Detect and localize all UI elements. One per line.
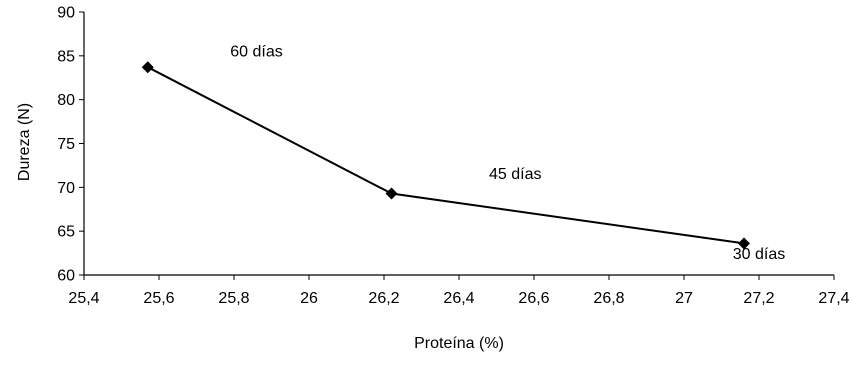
- axes: [83, 12, 834, 276]
- y-tick-label: 85: [57, 48, 75, 65]
- y-tick-label: 75: [57, 136, 75, 153]
- x-tick-label: 26,2: [368, 290, 399, 307]
- x-tick-label: 27: [675, 290, 693, 307]
- annotation-label: 45 días: [489, 166, 541, 183]
- x-axis-title: Proteína (%): [414, 335, 504, 352]
- series-line: [147, 66, 745, 245]
- x-tick-label: 27,4: [818, 290, 849, 307]
- y-tick-label: 60: [57, 268, 75, 285]
- x-tick-label: 27,2: [743, 290, 774, 307]
- x-tick-label: 26,8: [593, 290, 624, 307]
- data-point-marker: [738, 237, 750, 250]
- data-point-marker: [141, 61, 154, 74]
- annotation-label: 30 días: [733, 246, 785, 263]
- y-tick-label: 70: [57, 180, 75, 197]
- data-point-marker: [385, 187, 398, 200]
- series: [141, 61, 750, 250]
- ticks: 25,4 25,6 25,8 26 26,2 26,4 26,6 26,8 27 27,2 27,4…: [57, 5, 849, 308]
- y-tick-label: 80: [57, 92, 75, 109]
- annotations: 60 días 45 días 30 días: [230, 43, 785, 263]
- x-tick-label: 25,8: [218, 290, 249, 307]
- x-tick-label: 25,6: [143, 290, 174, 307]
- x-tick-label: 26,4: [443, 290, 474, 307]
- y-axis-title: Dureza (N): [16, 103, 33, 181]
- x-tick-label: 26: [300, 290, 318, 307]
- x-tick-label: 25,4: [68, 290, 99, 307]
- y-tick-label: 65: [57, 224, 75, 241]
- annotation-label: 60 días: [230, 43, 282, 60]
- y-tick-label: 90: [57, 5, 75, 22]
- x-tick-label: 26,6: [518, 290, 549, 307]
